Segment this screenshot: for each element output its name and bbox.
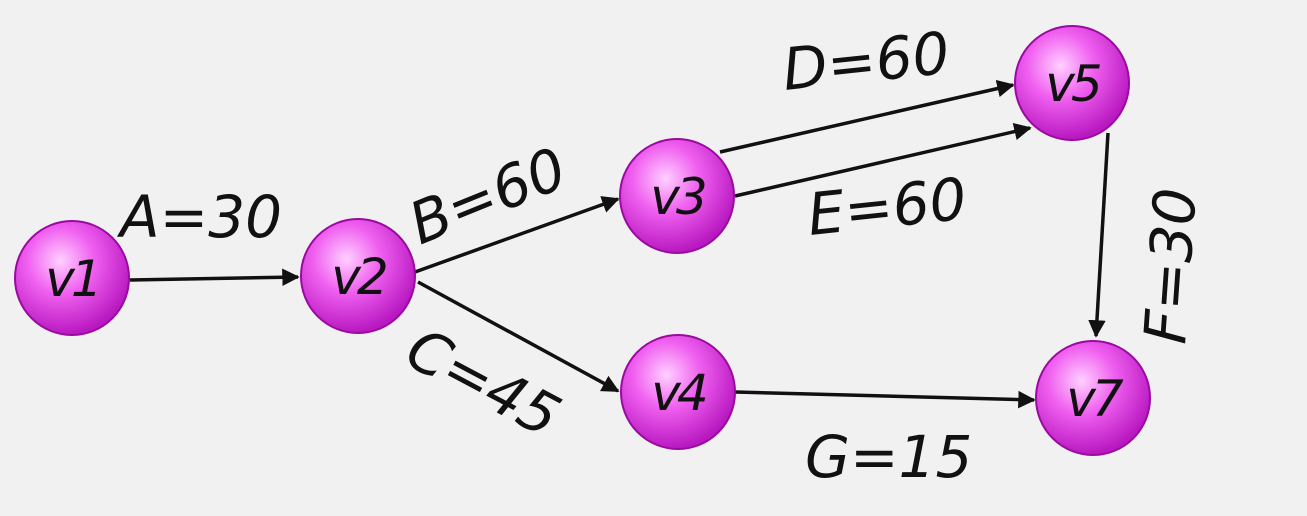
node-v3: v3 (619, 138, 735, 254)
edge-D-label: D=60 (779, 19, 952, 104)
node-v5: v5 (1014, 25, 1130, 141)
edge-G-arrow (734, 390, 1036, 409)
node-v7: v7 (1035, 340, 1151, 456)
node-v4: v4 (620, 334, 736, 450)
edge-D-arrow (719, 79, 1015, 154)
node-v5-label: v5 (1045, 55, 1101, 113)
edge-B-arrow (414, 196, 620, 274)
edge-F-arrow (1088, 132, 1110, 338)
nodes: v1 v2 v3 v4 v5 v7 (14, 25, 1151, 456)
edge-G-label: G=15 (805, 423, 972, 491)
edges (129, 79, 1110, 409)
edge-C-arrow (417, 280, 620, 393)
edge-E-label: E=60 (804, 165, 969, 249)
edge-A-arrow (129, 268, 300, 287)
edge-A-label: A=30 (116, 183, 282, 251)
node-v7-label: v7 (1066, 370, 1124, 428)
node-v1: v1 (14, 220, 130, 336)
node-v1-label: v1 (45, 250, 98, 308)
edge-F-label: F=30 (1131, 186, 1210, 346)
node-v3-label: v3 (650, 168, 705, 226)
node-v4-label: v4 (651, 364, 706, 422)
edge-C-label: C=45 (395, 314, 571, 451)
edge-B-label: B=60 (400, 134, 576, 258)
edge-E-arrow (734, 123, 1032, 198)
node-v2: v2 (300, 218, 416, 334)
node-v2-label: v2 (331, 248, 386, 306)
